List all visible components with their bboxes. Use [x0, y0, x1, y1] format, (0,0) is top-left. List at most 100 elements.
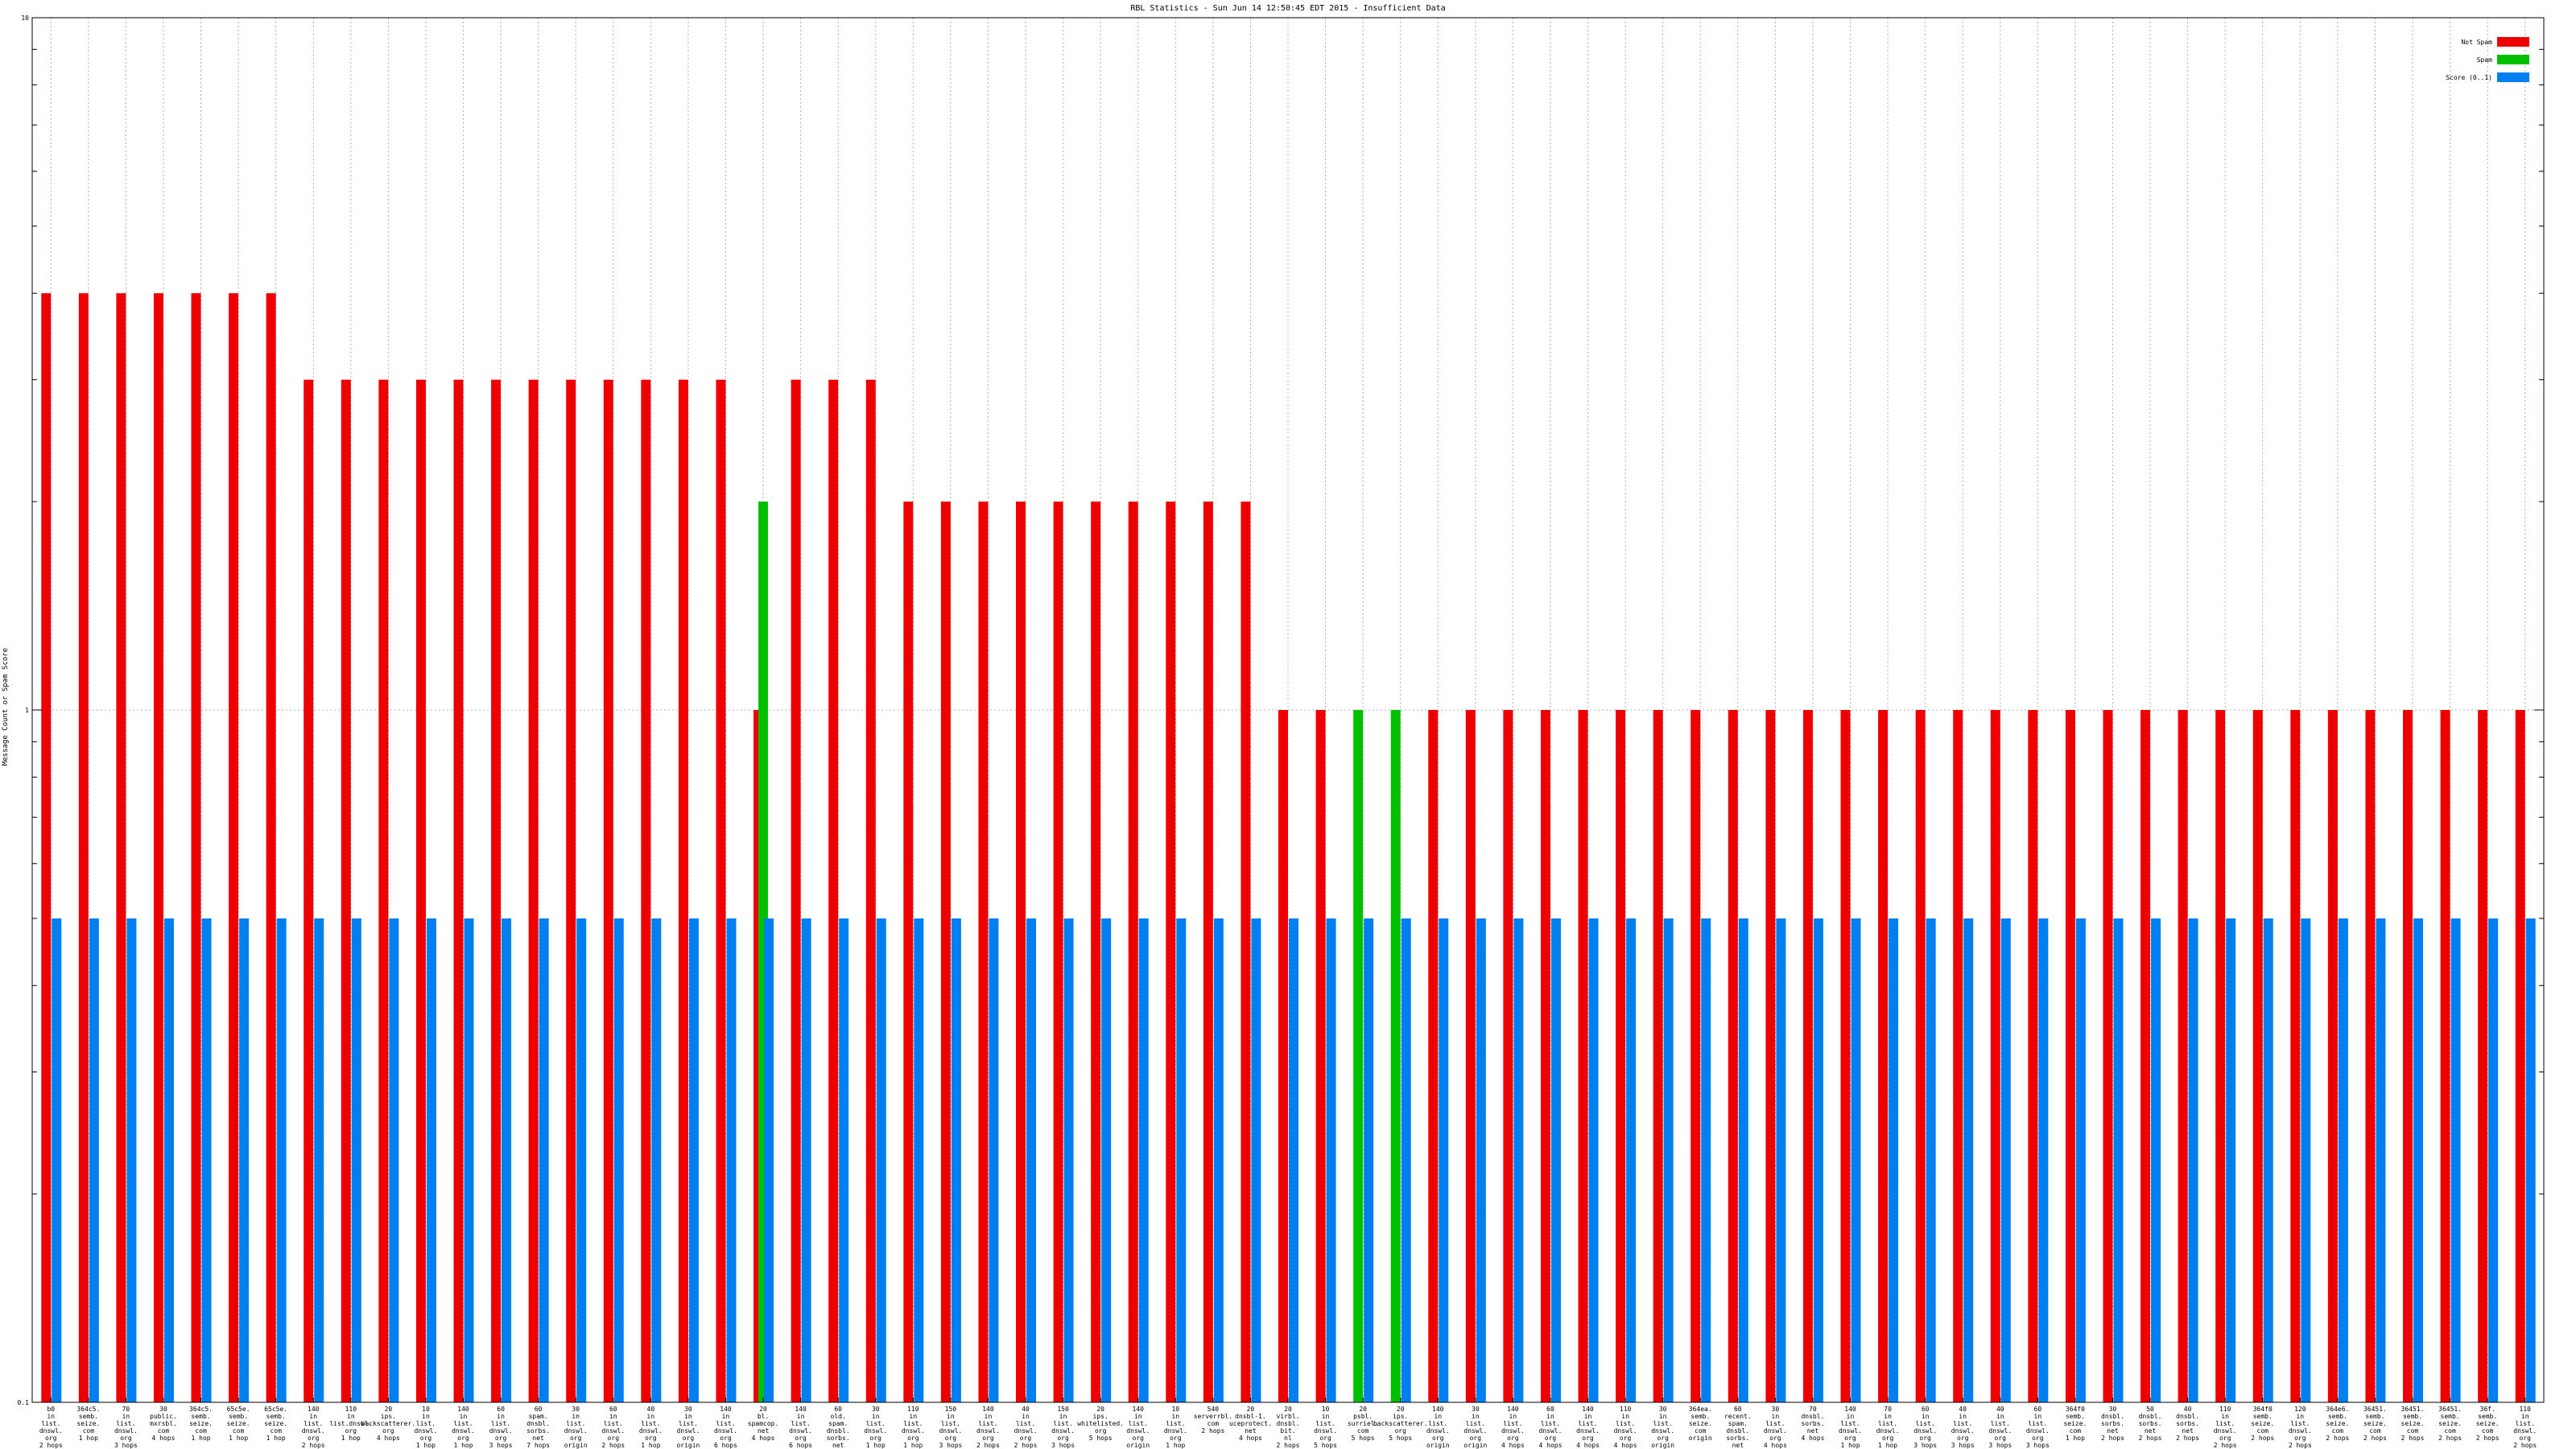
bar-score: [239, 918, 250, 1402]
x-tick-label: 36451. semb. seize. com 2 hops: [2401, 1406, 2425, 1442]
x-tick-label: 120 in list. dnswl. org 2 hops: [2289, 1406, 2312, 1449]
bar-not-spam: [1578, 710, 1588, 1402]
bar-score: [2488, 918, 2499, 1402]
bar-not-spam: [2065, 710, 2075, 1402]
x-tick-label: 140 in list. dnswl. org 2 hops: [302, 1406, 325, 1449]
legend-swatch: [2497, 72, 2529, 82]
bar-not-spam: [1241, 502, 1251, 1402]
bar-not-spam: [453, 379, 464, 1402]
bar-score: [52, 918, 62, 1402]
bar-not-spam: [2028, 710, 2038, 1402]
bar-score: [2450, 918, 2461, 1402]
bar-not-spam: [1315, 710, 1326, 1402]
bar-score: [1251, 918, 1261, 1402]
bar-not-spam: [603, 379, 613, 1402]
bar-not-spam: [1540, 710, 1550, 1402]
x-axis-labels: b0 in list. dnswl. org 2 hops 364c5. semb. seize…: [39, 1406, 2537, 1449]
bar-not-spam: [978, 502, 989, 1402]
bar-score: [1663, 918, 1674, 1402]
bar-not-spam: [2327, 710, 2338, 1402]
bar-score: [201, 918, 212, 1402]
x-tick-label: 364f0 semb. seize. com 2 hops: [2251, 1406, 2274, 1442]
bar-not-spam: [1465, 710, 1476, 1402]
x-tick-label: 40 dnsbl. sorbs. net 2 hops: [2176, 1406, 2199, 1442]
bar-score: [1588, 918, 1599, 1402]
bar-score: [1439, 918, 1449, 1402]
bar-not-spam: [41, 293, 52, 1402]
x-tick-label: 10 in list. dnswl. org 5 hops: [1314, 1406, 1337, 1449]
x-tick-label: 40 in list. dnswl. org 3 hops: [1951, 1406, 1975, 1449]
bar-not-spam: [1278, 710, 1288, 1402]
bar-not-spam: [1915, 710, 1926, 1402]
x-tick-label: 70 dnsbl. sorbs. net 4 hops: [1801, 1406, 1824, 1442]
bar-score: [389, 918, 399, 1402]
x-tick-label: 40 in list. dnswl. org 1 hop: [639, 1406, 663, 1449]
bar-score: [276, 918, 287, 1402]
bar-not-spam: [1091, 502, 1101, 1402]
x-tick-label: 110 in list. dnswl. org 2 hops: [2214, 1406, 2237, 1449]
x-tick-label: 364c5. semb. seize. com 1 hop: [189, 1406, 213, 1442]
bar-not-spam: [1428, 710, 1439, 1402]
x-tick-label: 60 in list. dnswl. org 3 hops: [489, 1406, 513, 1449]
bar-score: [89, 918, 99, 1402]
x-tick-label: 30 in list. dnswl. org origin: [564, 1406, 588, 1449]
bar-not-spam: [940, 502, 951, 1402]
bar-not-spam: [266, 293, 276, 1402]
bar-not-spam: [1503, 710, 1513, 1402]
bar-score: [539, 918, 549, 1402]
x-tick-label: 60 spam. dnsbl. sorbs. net 7 hops: [526, 1406, 550, 1449]
x-tick-label: 140 in list. dnswl. org 2 hops: [976, 1406, 1000, 1449]
bar-score: [2413, 918, 2424, 1402]
x-tick-label: 30 in list. dnswl. org origin: [676, 1406, 700, 1449]
bar-score: [1963, 918, 1974, 1402]
x-tick-label: 30 public. mxrsbl. com 4 hops: [150, 1406, 177, 1442]
x-tick-label: 140 in list. dnswl. org 6 hops: [714, 1406, 737, 1449]
bar-score: [163, 918, 174, 1402]
x-tick-label: 10 in list. dnswl. org 1 hop: [1164, 1406, 1187, 1449]
x-tick-label: 140 in list. dnswl. org 6 hops: [789, 1406, 812, 1449]
bar-not-spam: [2178, 710, 2188, 1402]
bar-score: [314, 918, 324, 1402]
bar-not-spam: [378, 379, 389, 1402]
bar-not-spam: [191, 293, 201, 1402]
bar-score: [726, 918, 737, 1402]
x-tick-label: 110 in list. dnswl. org 4 hops: [1614, 1406, 1637, 1449]
bar-score: [2376, 918, 2386, 1402]
bar-score: [2263, 918, 2273, 1402]
bar-score: [2301, 918, 2311, 1402]
bar-score: [951, 918, 961, 1402]
x-tick-label: 110 in list. dnswl. org 2 hops: [2513, 1406, 2537, 1449]
x-tick-label: 150 in list. dnswl. org 3 hops: [1051, 1406, 1075, 1449]
bar-not-spam: [903, 502, 914, 1402]
bar-not-spam: [2252, 710, 2263, 1402]
bar-not-spam: [865, 379, 876, 1402]
bar-score: [1889, 918, 1899, 1402]
bar-score: [651, 918, 662, 1402]
bar-not-spam: [1016, 502, 1026, 1402]
bar-score: [1550, 918, 1561, 1402]
bar-score: [1364, 918, 1374, 1402]
x-tick-label: 364ea. semb. seize. com origin: [1689, 1406, 1712, 1442]
x-tick-label: 20 dnsbl-1. uceprotect. net 4 hops: [1229, 1406, 1272, 1442]
bar-score: [464, 918, 474, 1402]
bar-score: [576, 918, 587, 1402]
bar-score: [2338, 918, 2348, 1402]
x-tick-label: 60 in list. dnswl. org 3 hops: [1913, 1406, 1937, 1449]
bar-score: [126, 918, 137, 1402]
bar-score: [2075, 918, 2086, 1402]
bar-score: [1063, 918, 1074, 1402]
bar-not-spam: [303, 379, 314, 1402]
bar-not-spam: [716, 379, 726, 1402]
legend: Not Spam Spam Score (0..1): [2446, 37, 2529, 82]
x-tick-label: 364f0 semb. seize. com 1 hop: [2063, 1406, 2087, 1442]
x-tick-label: 10 in list. dnswl. org 1 hop: [415, 1406, 438, 1449]
bar-not-spam: [1840, 710, 1851, 1402]
x-tick-label: 30 dnsbl. sorbs. net 2 hops: [2101, 1406, 2124, 1442]
x-tick-label: 70 in list. dnswl. org 1 hop: [1876, 1406, 1900, 1449]
bar-score: [1813, 918, 1823, 1402]
bar-score: [1476, 918, 1486, 1402]
bar-score: [801, 918, 811, 1402]
bar-not-spam: [2140, 710, 2151, 1402]
